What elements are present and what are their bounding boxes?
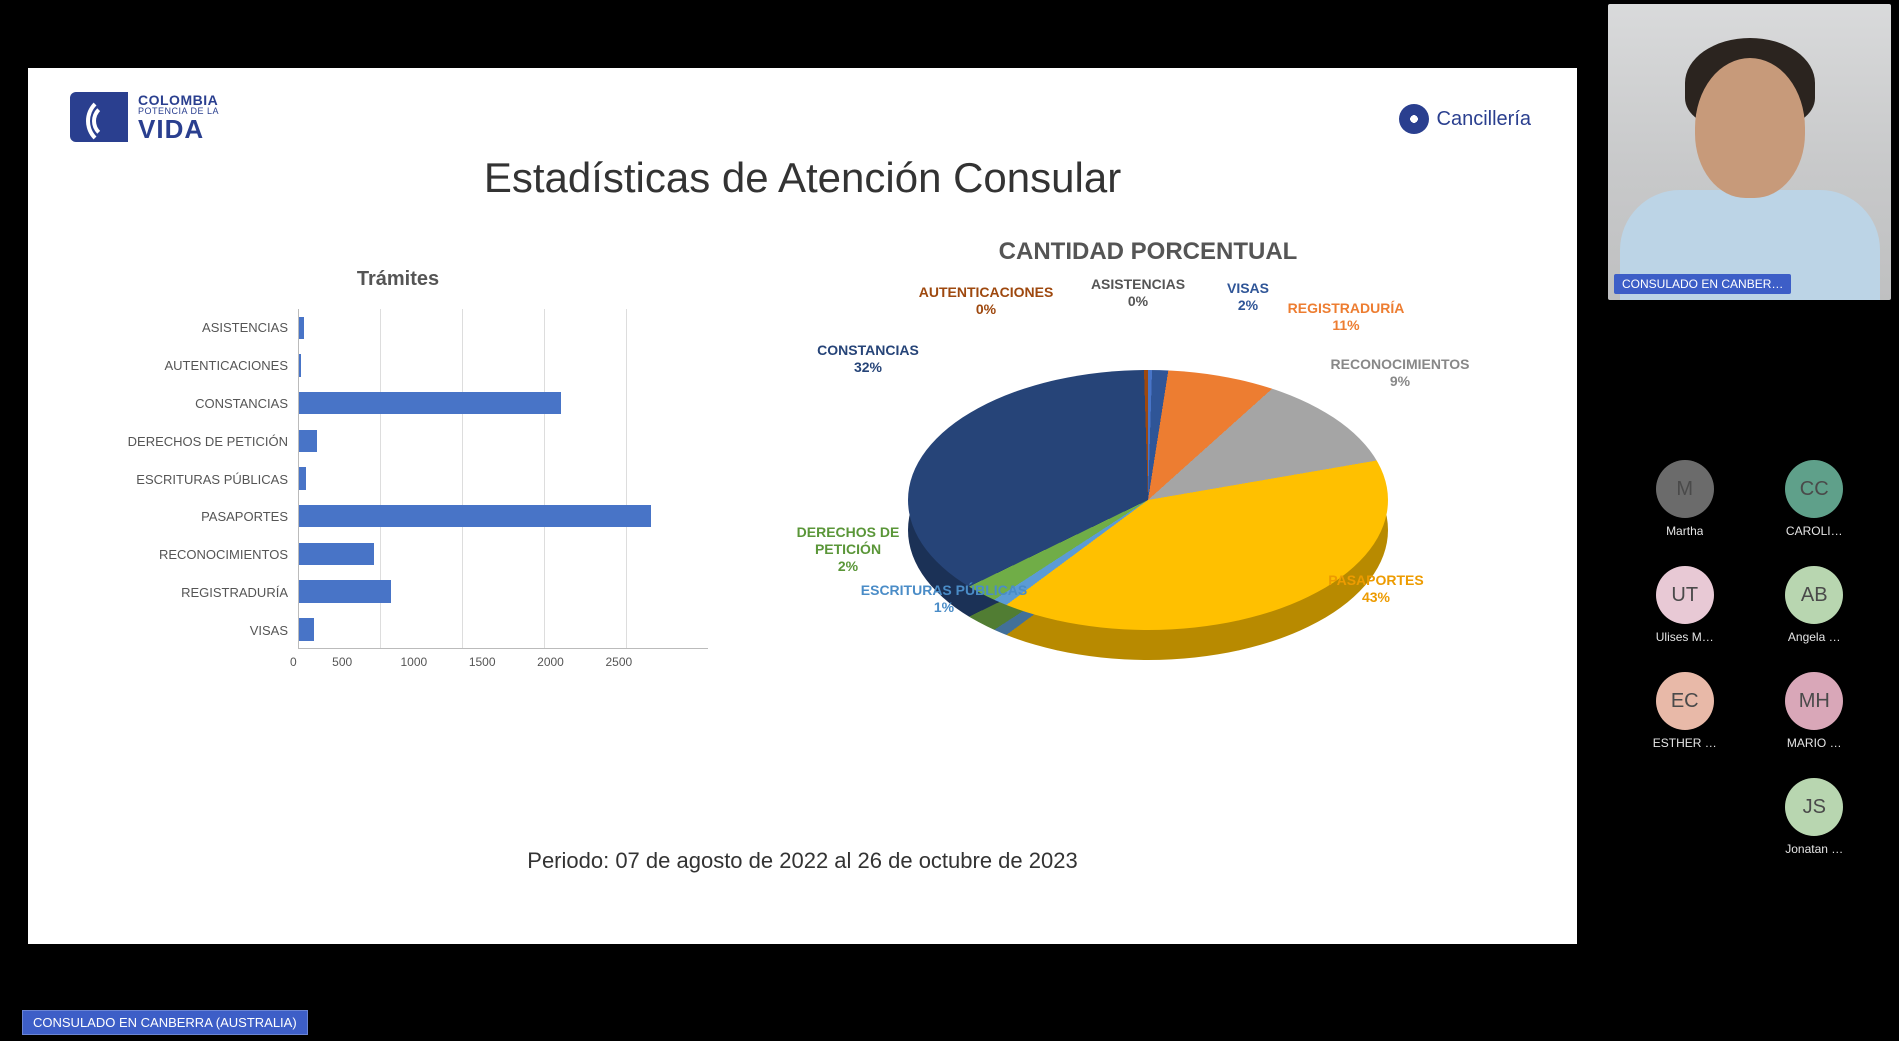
bar-ylabel: CONSTANCIAS [88, 385, 298, 423]
bar-ylabel: DERECHOS DE PETICIÓN [88, 422, 298, 460]
participant-name: ESTHER … [1653, 736, 1717, 750]
bar [299, 354, 301, 377]
bar-chart-plot: ASISTENCIASAUTENTICACIONESCONSTANCIASDER… [88, 309, 708, 649]
pie-slice-label: AUTENTICACIONES0% [919, 284, 1054, 318]
avatar: MH [1785, 672, 1843, 730]
pie-3d [908, 370, 1388, 670]
bar-xtick: 1000 [400, 655, 468, 669]
avatar: JS [1785, 778, 1843, 836]
bar [299, 430, 317, 453]
avatar: EC [1656, 672, 1714, 730]
bar [299, 467, 306, 490]
logo-colombia-vida: COLOMBIA POTENCIA DE LA VIDA [70, 92, 219, 142]
logo-text: COLOMBIA POTENCIA DE LA VIDA [138, 93, 219, 142]
bar-row [299, 460, 708, 498]
video-sidebar: CONSULADO EN CANBER… MMarthaCCCAROLI…UTU… [1604, 0, 1899, 1012]
slide: COLOMBIA POTENCIA DE LA VIDA Cancillería… [28, 68, 1577, 944]
bar [299, 543, 374, 566]
bar-ylabel: AUTENTICACIONES [88, 347, 298, 385]
participant-tile[interactable]: AB Angela … [1760, 566, 1870, 644]
bar [299, 580, 391, 603]
bar-xtick: 2000 [537, 655, 605, 669]
presentation-stage: COLOMBIA POTENCIA DE LA VIDA Cancillería… [0, 0, 1604, 1012]
speaker-head-shape [1695, 58, 1805, 198]
bar-chart-ylabels: ASISTENCIASAUTENTICACIONESCONSTANCIASDER… [88, 309, 298, 649]
avatar: M [1656, 460, 1714, 518]
pie-slice-label: REGISTRADURÍA11% [1288, 300, 1405, 334]
speaker-name-tag: CONSULADO EN CANBER… [1614, 274, 1791, 294]
participant-name: Martha [1666, 524, 1703, 538]
participant-tile[interactable]: M Martha [1630, 460, 1740, 538]
bar-ylabel: RECONOCIMIENTOS [88, 536, 298, 574]
avatar: UT [1656, 566, 1714, 624]
pie-slice-label: PASAPORTES43% [1328, 572, 1423, 606]
participant-name: MARIO … [1787, 736, 1842, 750]
participant-tile[interactable]: MH MARIO … [1760, 672, 1870, 750]
logo-mark-icon [70, 92, 128, 142]
participant-name: Ulises M… [1656, 630, 1714, 644]
bar [299, 392, 561, 415]
participant-tile[interactable]: UT Ulises M… [1630, 566, 1740, 644]
speaker-tile[interactable]: CONSULADO EN CANBER… [1608, 4, 1891, 300]
bar-ylabel: VISAS [88, 611, 298, 649]
logo-right-text: Cancillería [1437, 108, 1531, 131]
bar-ylabel: PASAPORTES [88, 498, 298, 536]
bar-chart-xaxis: 05001000150020002500 [298, 655, 708, 669]
bar-xtick: 2500 [605, 655, 673, 669]
pie-slice-label: VISAS2% [1227, 280, 1269, 314]
participant-tile[interactable]: EC ESTHER … [1630, 672, 1740, 750]
bar-row [299, 497, 708, 535]
pie-chart-title: CANTIDAD PORCENTUAL [748, 238, 1548, 266]
bar-xtick: 500 [332, 655, 400, 669]
bar [299, 618, 314, 641]
bar-chart-title: Trámites [88, 268, 708, 291]
pie-chart-canvas: ASISTENCIAS0% VISAS2% REGISTRADURÍA11% RECO… [748, 270, 1548, 730]
pie-slice-label: CONSTANCIAS32% [817, 342, 919, 376]
participants-grid: MMarthaCCCAROLI…UTUlises M…ABAngela …ECE… [1608, 460, 1891, 856]
presenter-name-tag: CONSULADO EN CANBERRA (AUSTRALIA) [22, 1010, 308, 1035]
participant-name: Jonatan … [1785, 842, 1843, 856]
avatar: CC [1785, 460, 1843, 518]
bar-ylabel: ASISTENCIAS [88, 309, 298, 347]
pie-slice-label: ESCRITURAS PÚBLICAS1% [861, 582, 1027, 616]
bar-chart: Trámites ASISTENCIASAUTENTICACIONESCONST… [88, 268, 708, 688]
participant-tile[interactable]: CC CAROLI… [1760, 460, 1870, 538]
bar [299, 505, 651, 528]
pie-slice-label: RECONOCIMIENTOS9% [1331, 356, 1470, 390]
bar [299, 317, 304, 340]
participant-tile[interactable]: JS Jonatan … [1760, 778, 1870, 856]
pie-slice-label: ASISTENCIAS0% [1091, 276, 1185, 310]
participant-name: Angela … [1788, 630, 1841, 644]
bar-row [299, 610, 708, 648]
bar-row [299, 573, 708, 611]
bar-ylabel: ESCRITURAS PÚBLICAS [88, 460, 298, 498]
bar-chart-bars [299, 309, 708, 648]
pie-slice-label: DERECHOS DEPETICIÓN2% [797, 524, 900, 574]
bar-row [299, 535, 708, 573]
bar-xtick: 1500 [469, 655, 537, 669]
emblem-icon [1399, 104, 1429, 134]
bar-row [299, 347, 708, 385]
logo-line3: VIDA [138, 116, 219, 142]
period-text: Periodo: 07 de agosto de 2022 al 26 de o… [28, 848, 1577, 874]
bar-row [299, 422, 708, 460]
pie-chart: CANTIDAD PORCENTUAL ASISTENCIAS0% VISAS2%… [748, 238, 1548, 758]
logo-line1: COLOMBIA [138, 93, 219, 107]
slide-title: Estadísticas de Atención Consular [28, 154, 1577, 202]
bar-chart-canvas [298, 309, 708, 649]
avatar: AB [1785, 566, 1843, 624]
bar-row [299, 384, 708, 422]
logo-cancilleria: Cancillería [1399, 104, 1531, 134]
participant-name: CAROLI… [1786, 524, 1843, 538]
bar-ylabel: REGISTRADURÍA [88, 573, 298, 611]
bar-row [299, 309, 708, 347]
